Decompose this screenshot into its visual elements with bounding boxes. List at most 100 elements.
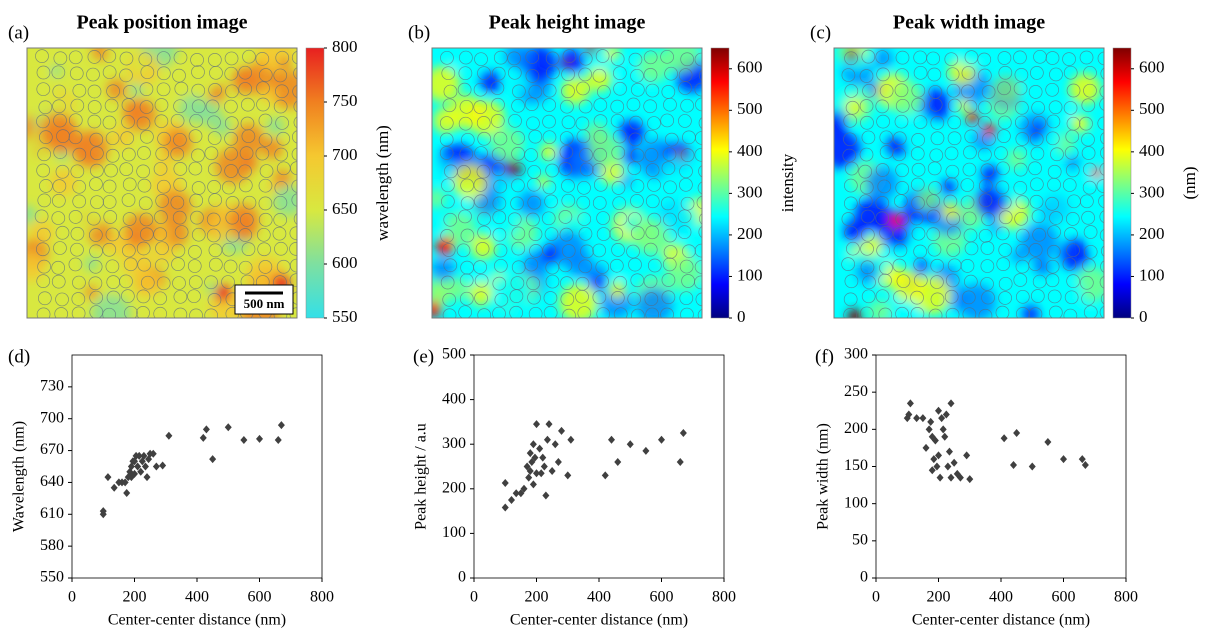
particle bbox=[663, 97, 677, 112]
point bbox=[947, 473, 955, 482]
point bbox=[1013, 429, 1021, 438]
particle bbox=[613, 275, 628, 290]
particle bbox=[87, 84, 102, 99]
particle bbox=[561, 244, 576, 258]
particle bbox=[946, 243, 961, 257]
particle bbox=[204, 146, 219, 161]
panel-title: Peak width image bbox=[893, 12, 1045, 34]
particle bbox=[1065, 129, 1080, 144]
particle bbox=[102, 242, 117, 257]
particle bbox=[136, 289, 151, 304]
particle bbox=[679, 177, 693, 192]
particle bbox=[239, 146, 254, 161]
blob bbox=[1016, 48, 1034, 59]
panel-title: Peak height image bbox=[489, 12, 646, 34]
particle bbox=[258, 113, 273, 128]
particle bbox=[68, 257, 83, 272]
particle bbox=[477, 131, 492, 146]
blob bbox=[567, 251, 594, 278]
blob bbox=[163, 128, 193, 158]
particle bbox=[1081, 98, 1096, 113]
particle bbox=[89, 305, 104, 318]
particle bbox=[543, 291, 558, 305]
particle bbox=[895, 181, 910, 195]
particle bbox=[225, 196, 240, 210]
blob bbox=[1022, 305, 1040, 318]
particle bbox=[68, 113, 83, 128]
point bbox=[134, 462, 142, 471]
particle bbox=[995, 305, 1010, 318]
colorbar-tick-label: 300 bbox=[1139, 182, 1165, 201]
point bbox=[99, 507, 107, 516]
particle bbox=[527, 290, 541, 305]
particle bbox=[696, 195, 702, 210]
particle bbox=[1066, 83, 1081, 98]
blob bbox=[106, 79, 127, 100]
particle bbox=[875, 99, 890, 114]
particle bbox=[545, 163, 559, 178]
particle bbox=[224, 146, 238, 161]
particle bbox=[596, 307, 611, 318]
particle bbox=[944, 177, 959, 191]
particle bbox=[1049, 67, 1063, 82]
particle bbox=[997, 115, 1012, 130]
particle bbox=[256, 97, 270, 112]
particle bbox=[36, 163, 51, 178]
particle bbox=[492, 210, 507, 225]
particle bbox=[926, 51, 941, 66]
point bbox=[159, 461, 167, 470]
particle bbox=[1081, 210, 1095, 225]
particle bbox=[238, 260, 253, 275]
particle bbox=[875, 211, 890, 226]
particle bbox=[877, 179, 892, 194]
point bbox=[931, 436, 939, 445]
particle bbox=[595, 49, 610, 63]
particle bbox=[841, 212, 856, 226]
blob bbox=[956, 48, 984, 68]
particle bbox=[545, 274, 560, 289]
particle bbox=[677, 209, 692, 224]
point bbox=[104, 473, 112, 482]
particle bbox=[209, 257, 223, 272]
plot-frame bbox=[71, 354, 323, 579]
particle bbox=[680, 148, 695, 162]
particle bbox=[911, 162, 926, 177]
particle bbox=[102, 115, 117, 130]
particle bbox=[593, 129, 608, 144]
particle bbox=[643, 99, 658, 114]
particle bbox=[894, 83, 909, 98]
particle bbox=[577, 180, 591, 195]
particle bbox=[72, 179, 87, 194]
point bbox=[537, 469, 545, 478]
colorbar-tick-label: 0 bbox=[1139, 307, 1148, 326]
point bbox=[1044, 437, 1052, 446]
particle bbox=[1032, 227, 1046, 242]
particle bbox=[630, 179, 645, 193]
particle bbox=[1082, 162, 1097, 177]
particle bbox=[477, 225, 491, 240]
particle bbox=[526, 276, 541, 291]
particle bbox=[491, 66, 506, 81]
particle bbox=[473, 260, 487, 274]
particle bbox=[172, 68, 186, 83]
x-tick-label: 800 bbox=[712, 589, 736, 606]
particle bbox=[1080, 275, 1094, 290]
particle bbox=[858, 164, 873, 179]
y-tick-label: 200 bbox=[844, 420, 868, 437]
blob bbox=[1043, 184, 1083, 223]
particle bbox=[1015, 243, 1030, 258]
particle bbox=[209, 65, 223, 80]
particle bbox=[528, 306, 543, 318]
point bbox=[658, 435, 665, 444]
particle bbox=[1013, 273, 1028, 287]
heatmap bbox=[27, 48, 297, 318]
point bbox=[533, 469, 540, 478]
blob bbox=[155, 153, 174, 171]
blob bbox=[233, 123, 265, 155]
particle bbox=[156, 82, 171, 97]
particle bbox=[647, 116, 661, 130]
particle bbox=[293, 213, 297, 225]
y-tick-label: 580 bbox=[40, 537, 64, 554]
particle bbox=[978, 193, 993, 208]
particle bbox=[121, 98, 136, 112]
